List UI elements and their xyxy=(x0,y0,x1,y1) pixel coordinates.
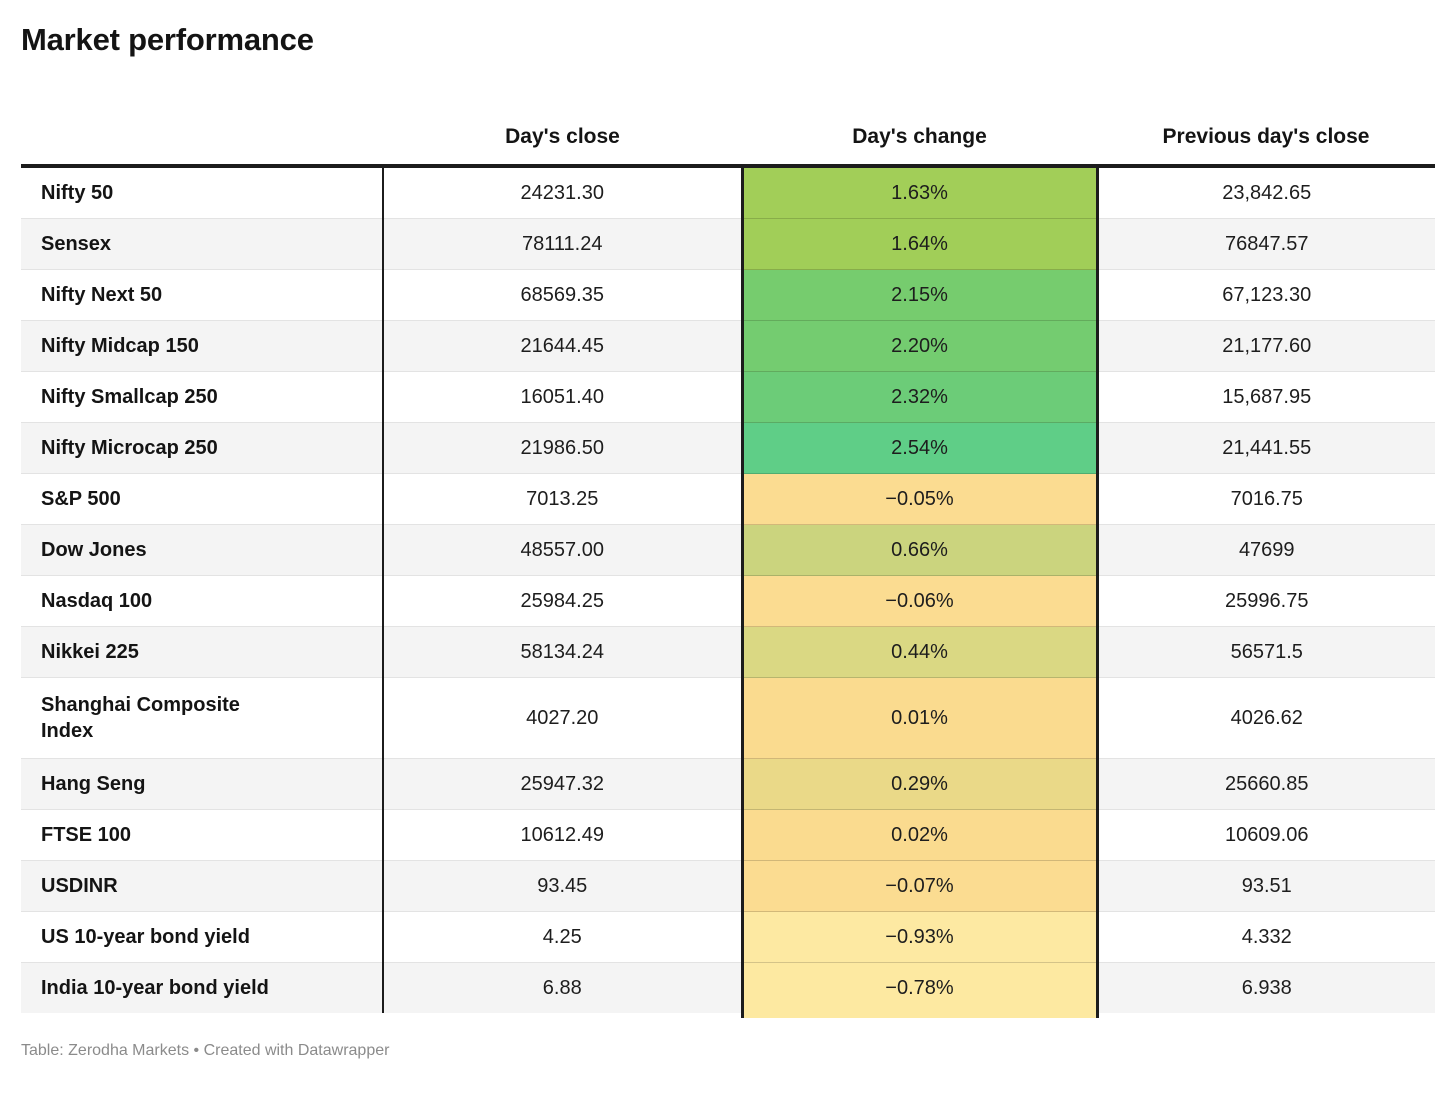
previous-days-close-value: 76847.57 xyxy=(1097,218,1435,270)
previous-days-close-value: 21,177.60 xyxy=(1097,320,1435,372)
days-close-value: 10612.49 xyxy=(383,809,742,861)
row-label: Nifty Smallcap 250 xyxy=(21,371,384,423)
days-close-value: 25947.32 xyxy=(383,758,742,810)
days-close-value: 21644.45 xyxy=(383,320,742,372)
row-label: Nifty Midcap 150 xyxy=(21,320,384,372)
table-row: Nasdaq 100 25984.25 −0.06% 25996.75 xyxy=(21,575,1435,627)
days-change-cell: 1.63% xyxy=(740,166,1099,219)
table-row: Nifty Smallcap 250 16051.40 2.32% 15,687.95 xyxy=(21,371,1435,423)
row-label-text: Shanghai Composite Index xyxy=(41,694,240,742)
days-close-value: 6.88 xyxy=(383,962,742,1013)
days-change-cell: 0.01% xyxy=(740,677,1099,759)
row-label: Nifty Microcap 250 xyxy=(21,422,384,474)
days-change-cell: −0.93% xyxy=(740,911,1099,963)
days-change-cell: −0.07% xyxy=(740,860,1099,912)
tail-spacer xyxy=(21,1013,383,1018)
previous-days-close-value: 67,123.30 xyxy=(1097,269,1435,321)
table-row: USDINR 93.45 −0.07% 93.51 xyxy=(21,860,1435,912)
change-column-tail-row xyxy=(21,1013,1435,1018)
row-label: USDINR xyxy=(21,860,384,912)
days-close-value: 68569.35 xyxy=(383,269,742,321)
days-close-value: 25984.25 xyxy=(383,575,742,627)
days-close-value: 48557.00 xyxy=(383,524,742,576)
table-row: Nifty Microcap 250 21986.50 2.54% 21,441.55 xyxy=(21,422,1435,474)
days-change-cell: 0.02% xyxy=(740,809,1099,861)
table-row: Nifty Midcap 150 21644.45 2.20% 21,177.60 xyxy=(21,320,1435,372)
table-foot xyxy=(21,1013,1435,1018)
days-close-value: 24231.30 xyxy=(520,181,604,204)
days-change-cell: 0.44% xyxy=(740,626,1099,678)
col-header-row-label xyxy=(21,109,383,168)
days-close-value: 78111.24 xyxy=(383,218,742,270)
previous-days-close-value: 4026.62 xyxy=(1097,677,1435,759)
table-row: Nifty Next 50 68569.35 2.15% 67,123.30 xyxy=(21,269,1435,321)
table-row: US 10-year bond yield 4.25 −0.93% 4.332 xyxy=(21,911,1435,963)
previous-days-close-value: 15,687.95 xyxy=(1097,371,1435,423)
table-row: Hang Seng 25947.32 0.29% 25660.85 xyxy=(21,758,1435,810)
days-change-cell: 2.15% xyxy=(740,269,1099,321)
previous-days-close-value: 21,441.55 xyxy=(1097,422,1435,474)
row-label: S&P 500 xyxy=(21,473,384,525)
attribution-text: Table: Zerodha Markets • Created with Da… xyxy=(21,1042,390,1059)
previous-days-close-value: 23,842.65 xyxy=(1222,181,1312,204)
days-change-cell: 0.29% xyxy=(740,758,1099,810)
table-header: Day's close Day's change Previous day's … xyxy=(21,109,1435,168)
days-close-value: 4.25 xyxy=(383,911,742,963)
tail-spacer xyxy=(1097,1013,1435,1018)
days-close-value: 16051.40 xyxy=(383,371,742,423)
row-label: Nifty 50 xyxy=(21,166,384,219)
row-label: Nasdaq 100 xyxy=(21,575,384,627)
days-change-cell: 2.32% xyxy=(740,371,1099,423)
days-change-cell: 1.64% xyxy=(740,218,1099,270)
table-row: Dow Jones 48557.00 0.66% 47699 xyxy=(21,524,1435,576)
table-row: FTSE 100 10612.49 0.02% 10609.06 xyxy=(21,809,1435,861)
days-change-cell: −0.06% xyxy=(740,575,1099,627)
col-header-previous-days-close: Previous day's close xyxy=(1097,109,1435,168)
row-label: Nikkei 225 xyxy=(21,626,384,678)
previous-days-close-value: 7016.75 xyxy=(1097,473,1435,525)
table-row: Sensex 78111.24 1.64% 76847.57 xyxy=(21,218,1435,270)
days-close-value: 7013.25 xyxy=(383,473,742,525)
row-label: Dow Jones xyxy=(21,524,384,576)
table-body: Nifty 50 24231.30 1.63% 23,842.65 Sensex 7811… xyxy=(21,166,1435,1013)
header-row: Day's close Day's change Previous day's … xyxy=(21,109,1435,168)
previous-days-close-value: 4.332 xyxy=(1097,911,1435,963)
row-label: US 10-year bond yield xyxy=(21,911,384,963)
row-label: Sensex xyxy=(21,218,384,270)
market-performance-table: Day's close Day's change Previous day's … xyxy=(21,109,1435,1018)
days-close-value: 58134.24 xyxy=(383,626,742,678)
previous-days-close-value: 25996.75 xyxy=(1097,575,1435,627)
days-close-value: 93.45 xyxy=(383,860,742,912)
days-change-cell: −0.78% xyxy=(740,962,1099,1013)
days-close-value: 4027.20 xyxy=(383,677,742,759)
row-label: Hang Seng xyxy=(21,758,384,810)
tail-spacer xyxy=(383,1013,742,1018)
days-change-cell: 2.20% xyxy=(740,320,1099,372)
days-change-cell: 0.66% xyxy=(740,524,1099,576)
previous-days-close-value: 10609.06 xyxy=(1097,809,1435,861)
row-label: FTSE 100 xyxy=(21,809,384,861)
table-row: Shanghai Composite Index 4027.20 0.01% 4026… xyxy=(21,677,1435,759)
days-change-cell: 2.54% xyxy=(740,422,1099,474)
table-row: Nikkei 225 58134.24 0.44% 56571.5 xyxy=(21,626,1435,678)
days-close-value: 21986.50 xyxy=(383,422,742,474)
page-title: Market performance xyxy=(21,22,314,57)
previous-days-close-value: 25660.85 xyxy=(1097,758,1435,810)
days-change-cell: −0.05% xyxy=(740,473,1099,525)
row-label: India 10-year bond yield xyxy=(21,962,384,1013)
row-label: Nifty Next 50 xyxy=(21,269,384,321)
table-row: S&P 500 7013.25 −0.05% 7016.75 xyxy=(21,473,1435,525)
col-header-days-close: Day's close xyxy=(383,109,742,168)
previous-days-close-value: 47699 xyxy=(1097,524,1435,576)
row-label: Shanghai Composite Index xyxy=(21,677,384,759)
previous-days-close-value: 6.938 xyxy=(1097,962,1435,1013)
previous-days-close-value: 93.51 xyxy=(1097,860,1435,912)
table-row: Nifty 50 24231.30 1.63% 23,842.65 xyxy=(21,166,1435,219)
col-header-days-change: Day's change xyxy=(742,109,1097,168)
change-column-tail xyxy=(740,1013,1099,1018)
table-row: India 10-year bond yield 6.88 −0.78% 6.938 xyxy=(21,962,1435,1013)
previous-days-close-value: 56571.5 xyxy=(1097,626,1435,678)
